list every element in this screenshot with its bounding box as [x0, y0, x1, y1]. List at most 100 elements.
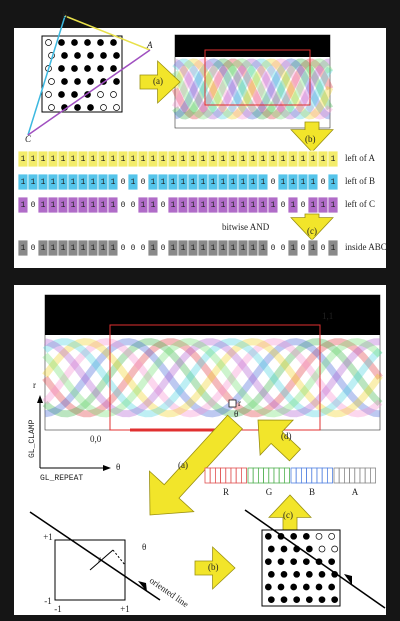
- bit: 1: [91, 178, 96, 187]
- dot: [268, 597, 274, 603]
- channel-label: G: [266, 487, 273, 497]
- bit: 1: [81, 155, 86, 164]
- figure: BAC(a)(b)1111111111111111111111111111111…: [0, 0, 400, 621]
- axis-name: GL_CLAMP: [28, 419, 37, 458]
- channel-cell: [221, 468, 226, 483]
- dot: [306, 571, 312, 577]
- bit: 1: [41, 155, 46, 164]
- bit: 1: [61, 178, 66, 187]
- dot: [111, 92, 117, 98]
- dot: [62, 79, 68, 85]
- bit: 1: [211, 201, 216, 210]
- bit: 1: [171, 244, 176, 253]
- bit: 1: [241, 178, 246, 187]
- dot: [88, 79, 94, 85]
- bit: 1: [181, 155, 186, 164]
- channel-cell: [339, 468, 344, 483]
- channel-cell: [241, 468, 246, 483]
- axis-label: θ: [116, 462, 120, 472]
- bit: 1: [321, 155, 326, 164]
- bit: 1: [141, 201, 146, 210]
- channel-cell: [258, 468, 263, 483]
- step-label: (b): [305, 134, 316, 144]
- bit: 1: [191, 178, 196, 187]
- bit: 1: [321, 201, 326, 210]
- bit: 0: [131, 201, 136, 210]
- dot: [291, 533, 297, 539]
- bit: 1: [71, 244, 76, 253]
- bit: 1: [231, 244, 236, 253]
- bit: 1: [251, 178, 256, 187]
- dot: [265, 533, 271, 539]
- bit: 1: [241, 201, 246, 210]
- bit: 0: [321, 178, 326, 187]
- bit: 1: [211, 155, 216, 164]
- bit: 1: [201, 178, 206, 187]
- bit: 1: [71, 155, 76, 164]
- channel-cell: [301, 468, 306, 483]
- dot: [88, 53, 94, 59]
- bit: 0: [141, 244, 146, 253]
- bit: 0: [121, 244, 126, 253]
- bit: 1: [21, 178, 26, 187]
- bit: 1: [311, 244, 316, 253]
- dot: [114, 53, 120, 59]
- bit: 1: [171, 178, 176, 187]
- dot: [62, 53, 68, 59]
- row-label: left of A: [345, 153, 375, 163]
- corner-label: 1,1: [322, 311, 333, 321]
- channel-cell: [236, 468, 241, 483]
- dot: [85, 66, 91, 72]
- corner-label: 0,0: [90, 434, 102, 444]
- point-label: θ: [234, 409, 238, 419]
- bit: 1: [231, 201, 236, 210]
- dot: [294, 597, 300, 603]
- bit: 1: [21, 155, 26, 164]
- bit: 1: [171, 201, 176, 210]
- vertex-label: B: [62, 10, 68, 20]
- bit: 1: [101, 155, 106, 164]
- bit: 1: [271, 201, 276, 210]
- channel-cell: [274, 468, 279, 483]
- dot: [101, 53, 107, 59]
- bit: 1: [201, 155, 206, 164]
- bit: 1: [191, 201, 196, 210]
- dot: [101, 105, 107, 111]
- bit: 1: [281, 178, 286, 187]
- bit: 1: [91, 155, 96, 164]
- bit: 1: [291, 155, 296, 164]
- dot: [268, 546, 274, 552]
- channel-cell: [365, 468, 370, 483]
- channel-cell: [210, 468, 215, 483]
- bit: 1: [191, 244, 196, 253]
- channel-cell: [312, 468, 317, 483]
- bit: 0: [161, 201, 166, 210]
- bit: 1: [301, 155, 306, 164]
- dot: [59, 66, 65, 72]
- channel-cell: [269, 468, 274, 483]
- dot: [49, 79, 55, 85]
- bit: 1: [41, 244, 46, 253]
- bit: 1: [191, 155, 196, 164]
- bit: 1: [161, 155, 166, 164]
- bit: 1: [111, 244, 116, 253]
- bit: 0: [321, 244, 326, 253]
- bit: 1: [101, 244, 106, 253]
- inset-label: θ: [142, 542, 146, 552]
- vertex-label: A: [146, 40, 153, 50]
- channel-cell: [231, 468, 236, 483]
- bit: 1: [151, 201, 156, 210]
- bit: 1: [291, 201, 296, 210]
- channel-cell: [215, 468, 220, 483]
- dot: [111, 40, 117, 46]
- bit: 1: [41, 178, 46, 187]
- dot: [111, 66, 117, 72]
- bit: 1: [231, 155, 236, 164]
- bit: 1: [81, 244, 86, 253]
- dot: [72, 92, 78, 98]
- bit: 1: [261, 155, 266, 164]
- dot: [306, 597, 312, 603]
- bit: 1: [251, 201, 256, 210]
- bit: 1: [331, 244, 336, 253]
- channel-label: A: [352, 487, 359, 497]
